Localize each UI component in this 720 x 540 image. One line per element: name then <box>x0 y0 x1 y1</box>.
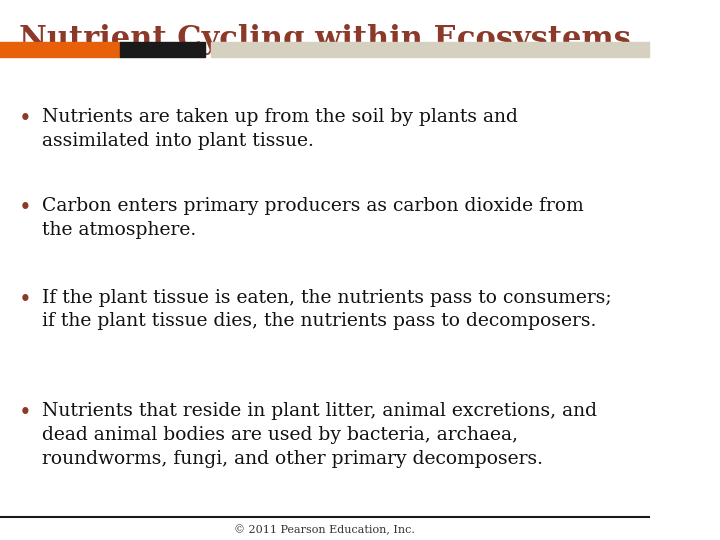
Text: Carbon enters primary producers as carbon dioxide from
the atmosphere.: Carbon enters primary producers as carbo… <box>42 197 584 239</box>
Bar <box>120 42 204 57</box>
Bar <box>211 42 649 57</box>
Text: If the plant tissue is eaten, the nutrients pass to consumers;
if the plant tiss: If the plant tissue is eaten, the nutrie… <box>42 289 612 330</box>
Text: •: • <box>18 108 31 130</box>
Text: Nutrients are taken up from the soil by plants and
assimilated into plant tissue: Nutrients are taken up from the soil by … <box>42 108 518 150</box>
Bar <box>0 42 120 57</box>
Text: •: • <box>18 197 31 219</box>
Text: •: • <box>18 402 31 424</box>
Text: © 2011 Pearson Education, Inc.: © 2011 Pearson Education, Inc. <box>234 525 415 536</box>
Text: Nutrients that reside in plant litter, animal excretions, and
dead animal bodies: Nutrients that reside in plant litter, a… <box>42 402 597 468</box>
Text: •: • <box>18 289 31 311</box>
Text: Nutrient Cycling within Ecosystems: Nutrient Cycling within Ecosystems <box>19 24 631 55</box>
